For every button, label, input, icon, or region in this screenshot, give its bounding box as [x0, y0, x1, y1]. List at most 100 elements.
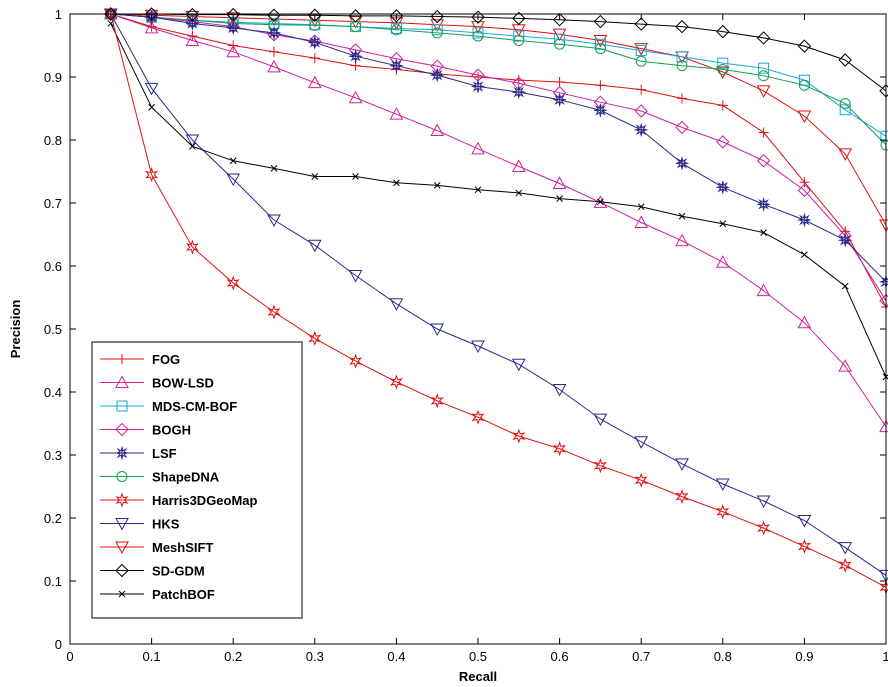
point-meshsift: [471, 21, 485, 34]
point-bogh: [675, 120, 689, 135]
point-patchbof: [189, 142, 196, 150]
point-mds-cm-bof: [472, 27, 484, 39]
point-harris3dgeomap: [675, 489, 689, 505]
point-lsf: [552, 92, 568, 108]
point-mds-cm-bof: [717, 57, 729, 69]
point-lsf: [796, 212, 812, 228]
point-harris3dgeomap: [185, 239, 199, 255]
legend-swatch-marker: [116, 471, 128, 482]
point-hks: [675, 458, 689, 471]
legend-swatch-marker-cross: [117, 448, 127, 458]
point-harris3dgeomap: [145, 167, 159, 183]
point-hks: [267, 214, 281, 228]
point-fog: [636, 84, 647, 95]
point-lsf-cross: [595, 105, 606, 116]
point-sd-gdm: [226, 7, 240, 22]
point-bow-lsd: [471, 141, 485, 155]
point-lsf-cross: [636, 124, 647, 135]
legend-item-meshsift: MeshSIFT: [100, 540, 213, 555]
point-shapedna: [717, 63, 729, 75]
point-patchbof: [229, 157, 237, 165]
point-lsf: [633, 122, 649, 138]
x-tick-label: 0.9: [795, 649, 813, 664]
point-shapedna: [390, 24, 402, 36]
point-bow-lsd: [307, 75, 322, 89]
point-lsf: [470, 79, 486, 94]
point-harris3dgeomap: [308, 330, 322, 346]
point-sd-gdm: [675, 19, 689, 34]
point-hks: [144, 82, 159, 96]
point-fog: [309, 53, 320, 64]
point-mds-cm-bof: [431, 24, 443, 36]
point-hks: [552, 383, 567, 397]
x-tick-label: 0.5: [469, 649, 487, 664]
legend-label: BOGH: [152, 423, 191, 438]
line-lsf: [110, 13, 887, 283]
point-meshsift: [634, 43, 649, 56]
point-harris3dgeomap: [267, 304, 281, 320]
point-harris3dgeomap: [757, 520, 771, 536]
point-mds-cm-bof: [635, 45, 647, 57]
point-hks: [511, 358, 526, 372]
line-meshsift: [110, 13, 887, 226]
series-harris3dgeomap: [104, 6, 888, 595]
point-bow-lsd: [797, 315, 812, 329]
legend-item-mds-cm-bof: MDS-CM-BOF: [100, 399, 237, 414]
point-bogh: [634, 104, 648, 118]
point-patchbof: [474, 186, 482, 194]
point-patchbof: [841, 282, 849, 290]
point-fog: [717, 100, 728, 111]
legend-item-sd-gdm: SD-GDM: [100, 564, 205, 579]
line-shapedna: [110, 13, 887, 146]
point-sd-gdm: [838, 53, 852, 67]
legend-swatch-marker: [115, 518, 129, 531]
legend-item-fog: FOG: [100, 352, 180, 367]
legend-item-shapedna: ShapeDNA: [100, 470, 220, 485]
x-tick-label: 0: [66, 649, 73, 664]
point-harris3dgeomap: [634, 472, 648, 488]
point-harris3dgeomap: [593, 458, 607, 474]
point-hks: [593, 413, 608, 427]
legend-label: MDS-CM-BOF: [152, 399, 237, 414]
point-sd-gdm: [552, 12, 567, 27]
legend-swatch-marker: [115, 541, 129, 555]
point-shapedna: [839, 97, 851, 109]
point-harris3dgeomap: [349, 353, 363, 369]
point-sd-gdm: [185, 7, 200, 22]
point-harris3dgeomap: [797, 538, 811, 554]
point-shapedna: [798, 79, 810, 91]
point-harris3dgeomap: [389, 374, 403, 390]
point-mds-cm-bof: [758, 62, 770, 74]
point-lsf: [715, 179, 731, 195]
point-lsf-cross: [269, 27, 279, 38]
point-sd-gdm: [634, 17, 648, 31]
point-patchbof: [637, 203, 645, 211]
legend-swatch-marker: [115, 563, 129, 578]
point-harris3dgeomap: [512, 428, 526, 444]
point-lsf-cross: [391, 60, 402, 71]
point-bow-lsd: [756, 283, 771, 297]
line-bow-lsd: [110, 13, 887, 427]
point-shapedna: [635, 55, 647, 67]
point-fog: [799, 177, 810, 188]
point-lsf-cross: [309, 37, 320, 48]
point-bow-lsd: [185, 33, 200, 46]
point-bow-lsd: [838, 359, 853, 372]
legend-label: SD-GDM: [152, 564, 205, 579]
y-tick-label: 1: [55, 7, 62, 22]
legend-swatch-marker: [116, 400, 128, 412]
point-hks: [838, 542, 853, 555]
point-lsf: [307, 35, 323, 50]
line-patchbof: [110, 23, 887, 378]
point-lsf-cross: [677, 158, 687, 169]
point-fog: [758, 127, 769, 138]
point-fog: [554, 77, 565, 88]
legend-swatch-marker: [115, 375, 129, 388]
point-meshsift: [756, 85, 771, 98]
point-lsf: [511, 84, 527, 100]
point-meshsift: [715, 66, 730, 80]
line-hks: [110, 13, 887, 576]
point-sd-gdm: [593, 14, 608, 29]
legend-item-hks: HKS: [100, 517, 180, 532]
